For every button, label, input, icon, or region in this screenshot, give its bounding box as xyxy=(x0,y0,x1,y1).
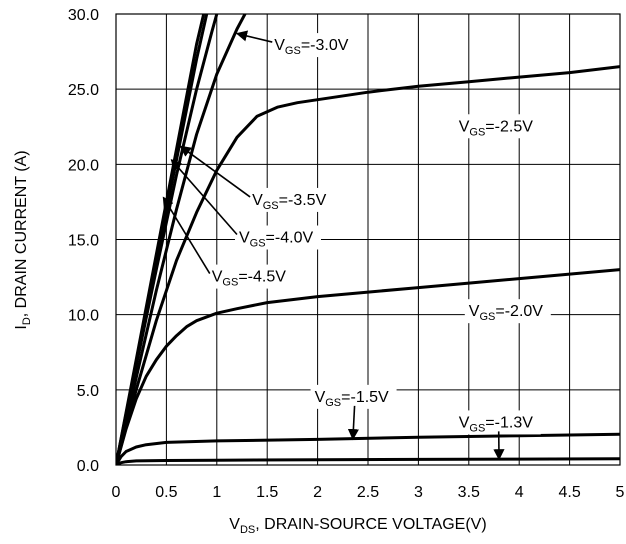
series-labels: VGS=-3.0V VGS=-2.5V VGS=-3.5V VGS=-4.0V VGS=… xyxy=(162,30,551,461)
x-tick-label: 3 xyxy=(414,484,423,501)
series-label-group: VGS=-3.0V xyxy=(235,30,357,58)
x-axis-ticks: 0 0.5 1 1.5 2 2.5 3 3.5 4 4.5 5 xyxy=(112,484,625,501)
label-background xyxy=(454,410,541,435)
label-arrow xyxy=(347,405,359,441)
x-axis-title: VDS, DRAIN-SOURCE VOLTAGE(V) xyxy=(229,516,486,536)
series-label: VGS=-3.5V xyxy=(252,192,326,212)
label-arrow xyxy=(170,158,238,236)
x-tick-label: 5 xyxy=(616,484,625,501)
x-tick-label: 0.5 xyxy=(155,484,177,501)
series-label-group: VGS=-1.3V xyxy=(454,410,541,461)
label-background xyxy=(454,114,541,139)
label-background xyxy=(248,187,335,212)
series-label-group: VGS=-4.5V xyxy=(162,196,294,289)
series-label: VGS=-4.0V xyxy=(239,230,313,250)
y-tick-label: 30.0 xyxy=(68,7,99,24)
curve-VGS=-3.0V xyxy=(116,14,247,465)
y-tick-label: 15.0 xyxy=(68,233,99,250)
series-label-group: VGS=-4.0V xyxy=(170,158,321,250)
label-background xyxy=(207,264,294,289)
x-tick-label: 1 xyxy=(212,484,221,501)
curves xyxy=(116,14,620,465)
label-arrow xyxy=(235,30,273,43)
x-tick-label: 3.5 xyxy=(458,484,480,501)
series-label: VGS=-2.5V xyxy=(459,118,533,138)
plot-frame xyxy=(115,13,621,466)
x-tick-label: 2.5 xyxy=(357,484,379,501)
y-axis-title: ID, DRAIN CURRENT (A) xyxy=(13,150,33,329)
x-tick-label: 0 xyxy=(112,484,121,501)
series-label: VGS=-1.5V xyxy=(315,389,389,409)
series-label-group: VGS=-2.0V xyxy=(464,299,551,324)
curve-VGS=-1.3V xyxy=(116,457,620,465)
grid-lines xyxy=(116,14,620,465)
x-tick-label: 4 xyxy=(515,484,524,501)
curve-VGS=-3.5V xyxy=(116,14,219,465)
label-arrow xyxy=(179,145,251,198)
y-tick-label: 5.0 xyxy=(77,383,99,400)
curve-VGS=-2.5V xyxy=(116,65,620,465)
label-arrow xyxy=(162,196,211,275)
curve-VGS=-1.5V xyxy=(116,432,620,465)
series-label: VGS=-1.3V xyxy=(459,414,533,434)
x-tick-label: 4.5 xyxy=(558,484,580,501)
series-label: VGS=-3.0V xyxy=(274,37,348,57)
y-axis-ticks: 0.0 5.0 10.0 15.0 20.0 25.0 30.0 xyxy=(68,7,99,475)
series-label-group: VGS=-2.5V xyxy=(454,114,541,139)
x-tick-label: 2 xyxy=(313,484,322,501)
series-label: VGS=-4.5V xyxy=(212,269,286,289)
label-background xyxy=(270,33,357,58)
label-background xyxy=(234,225,321,250)
y-tick-label: 25.0 xyxy=(68,82,99,99)
y-tick-label: 0.0 xyxy=(77,458,99,475)
y-tick-label: 20.0 xyxy=(68,157,99,174)
series-label-group: VGS=-3.5V xyxy=(179,145,335,212)
curve-VGS=-2.0V xyxy=(116,268,620,465)
y-tick-label: 10.0 xyxy=(68,308,99,325)
x-tick-label: 1.5 xyxy=(256,484,278,501)
label-background xyxy=(310,384,397,409)
label-background xyxy=(464,299,551,324)
series-label-group: VGS=-1.5V xyxy=(310,384,397,441)
series-label: VGS=-2.0V xyxy=(469,303,543,323)
